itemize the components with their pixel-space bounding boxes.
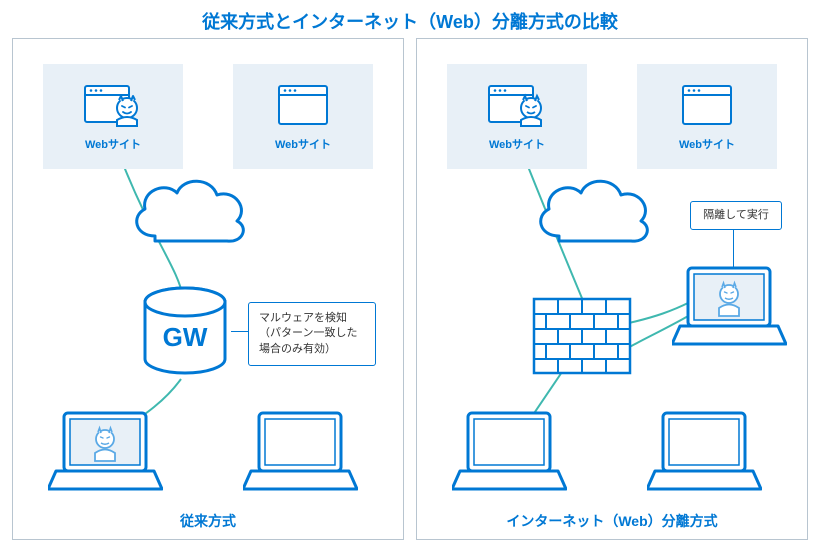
website-clean-box-r: Webサイト — [637, 64, 777, 169]
panel-conventional: Webサイト Webサイト GW マルウェアを検知 （パターン一致した 場合のみ… — [12, 38, 404, 540]
website-clean-label: Webサイト — [275, 136, 331, 152]
callout-isolate: 隔離して実行 — [690, 201, 782, 230]
website-clean-box: Webサイト — [233, 64, 373, 169]
browser-clean-icon-r — [677, 82, 737, 130]
browser-clean-icon — [273, 82, 333, 130]
website-malicious-label-r: Webサイト — [489, 136, 545, 152]
gw-label: GW — [163, 322, 208, 352]
laptop-clean-icon — [243, 409, 358, 499]
website-malicious-box: Webサイト — [43, 64, 183, 169]
panel-caption-left: 従来方式 — [13, 511, 403, 531]
browser-malware-icon — [83, 82, 143, 130]
laptop-safe-left-icon — [452, 409, 567, 499]
gateway-cylinder-icon: GW — [138, 284, 233, 379]
callout-malware-detect: マルウェアを検知 （パターン一致した 場合のみ有効） — [248, 302, 376, 366]
laptop-infected-icon — [48, 409, 163, 499]
firewall-icon — [532, 297, 632, 375]
laptop-isolation-icon — [672, 264, 787, 354]
callout-connector-r — [733, 229, 734, 267]
panel-caption-right: インターネット（Web）分離方式 — [417, 511, 807, 531]
browser-malware-icon-r — [487, 82, 547, 130]
website-malicious-label: Webサイト — [85, 136, 141, 152]
website-malicious-box-r: Webサイト — [447, 64, 587, 169]
diagram-title: 従来方式とインターネット（Web）分離方式の比較 — [0, 8, 820, 34]
callout-connector — [231, 331, 248, 332]
laptop-safe-right-icon — [647, 409, 762, 499]
cloud-icon-r — [527, 171, 657, 256]
cloud-icon — [123, 171, 253, 256]
panel-isolation: Webサイト Webサイト — [416, 38, 808, 540]
website-clean-label-r: Webサイト — [679, 136, 735, 152]
